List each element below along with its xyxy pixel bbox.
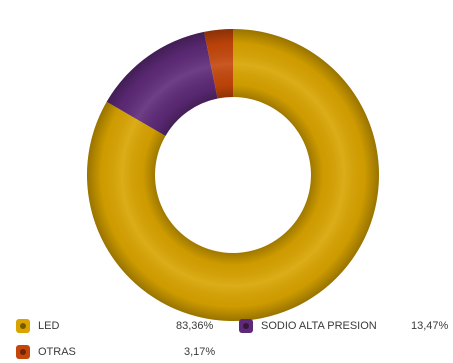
legend-swatch-sodio-alta-presion <box>239 319 253 333</box>
legend-item-led[interactable]: LED 83,36% <box>16 318 236 334</box>
legend-label-led: LED <box>38 320 60 332</box>
legend-value-otras: 3,17% <box>184 346 216 358</box>
donut-slices <box>87 29 379 321</box>
legend-swatch-led <box>16 319 30 333</box>
legend-value-led: 83,36% <box>176 320 214 332</box>
legend-swatch-otras <box>16 345 30 359</box>
legend-item-otras[interactable]: OTRAS 3,17% <box>16 344 236 360</box>
legend-label-sodio-alta-presion: SODIO ALTA PRESION <box>261 320 377 332</box>
legend-value-sodio-alta-presion: 13,47% <box>411 320 449 332</box>
legend-label-otras: OTRAS <box>38 346 76 358</box>
legend-item-sodio-alta-presion[interactable]: SODIO ALTA PRESION 13,47% <box>239 318 451 334</box>
